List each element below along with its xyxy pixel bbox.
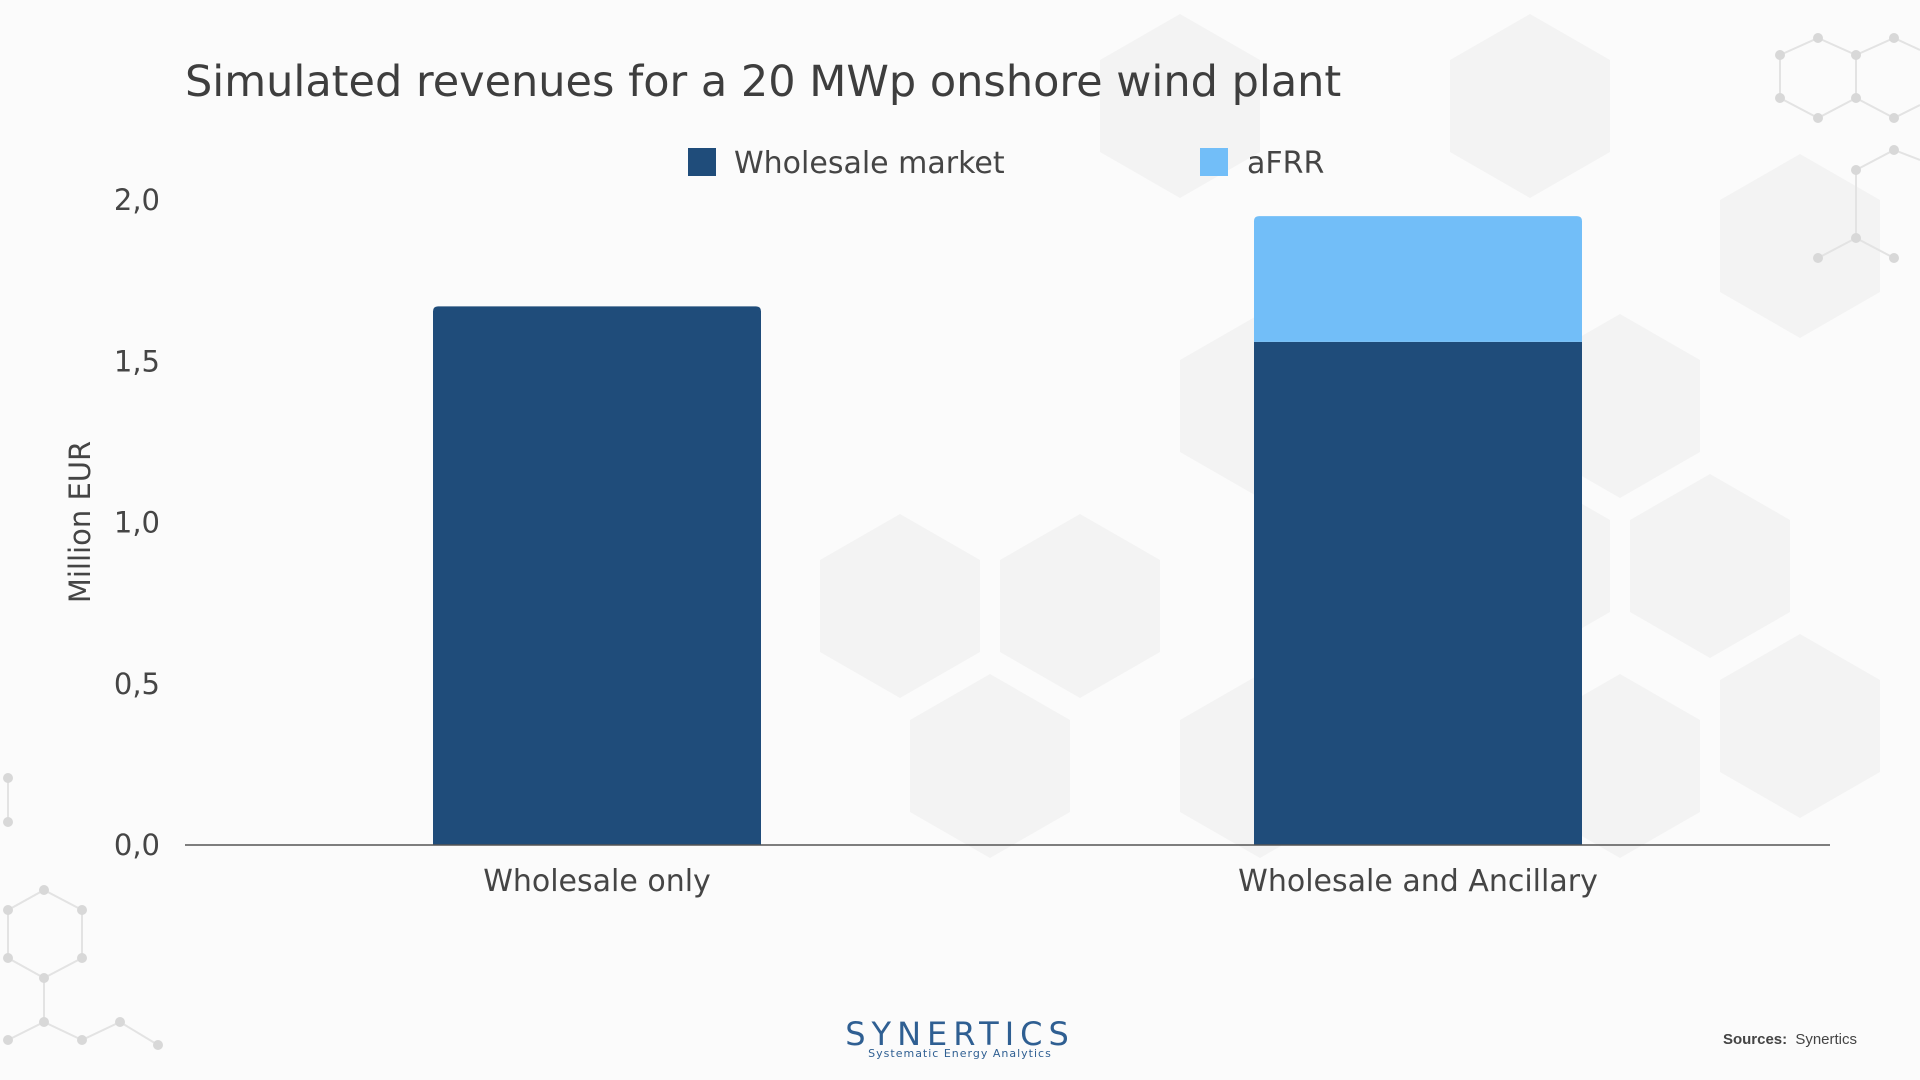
logo-tagline: Systematic Energy Analytics bbox=[868, 1047, 1052, 1060]
sources-label: Sources: bbox=[1723, 1031, 1787, 1048]
logo: SYNERTICS Systematic Energy Analytics bbox=[845, 1015, 1075, 1060]
legend: Wholesale market aFRR bbox=[688, 146, 1324, 181]
bar-wholesale-market-wholesale-only bbox=[433, 306, 761, 845]
x-axis: Wholesale only Wholesale and Ancillary bbox=[483, 864, 1598, 899]
sources-value: Synertics bbox=[1795, 1031, 1857, 1048]
y-tick-label: 1,0 bbox=[114, 506, 160, 540]
bars bbox=[433, 216, 1582, 845]
sources-note: Sources: Synertics bbox=[1723, 1031, 1857, 1048]
legend-swatch-afrr bbox=[1200, 148, 1228, 176]
y-axis-title: Million EUR bbox=[63, 441, 97, 603]
y-tick-label: 0,5 bbox=[114, 667, 160, 701]
x-category-label: Wholesale and Ancillary bbox=[1238, 864, 1598, 899]
y-axis: 0,0 0,5 1,0 1,5 2,0 bbox=[114, 183, 160, 862]
x-category-label: Wholesale only bbox=[483, 864, 711, 899]
bar-afrr-wholesale-and-ancillary bbox=[1254, 216, 1582, 342]
legend-label-wholesale-market: Wholesale market bbox=[734, 146, 1005, 181]
y-tick-label: 1,5 bbox=[114, 344, 160, 378]
chart-title: Simulated revenues for a 20 MWp onshore … bbox=[185, 57, 1341, 107]
legend-label-afrr: aFRR bbox=[1247, 146, 1324, 181]
bar-wholesale-market-wholesale-and-ancillary bbox=[1254, 341, 1582, 845]
legend-swatch-wholesale-market bbox=[688, 148, 716, 176]
y-tick-label: 0,0 bbox=[114, 828, 160, 862]
logo-wordmark: SYNERTICS bbox=[845, 1015, 1075, 1053]
y-tick-label: 2,0 bbox=[114, 183, 160, 217]
